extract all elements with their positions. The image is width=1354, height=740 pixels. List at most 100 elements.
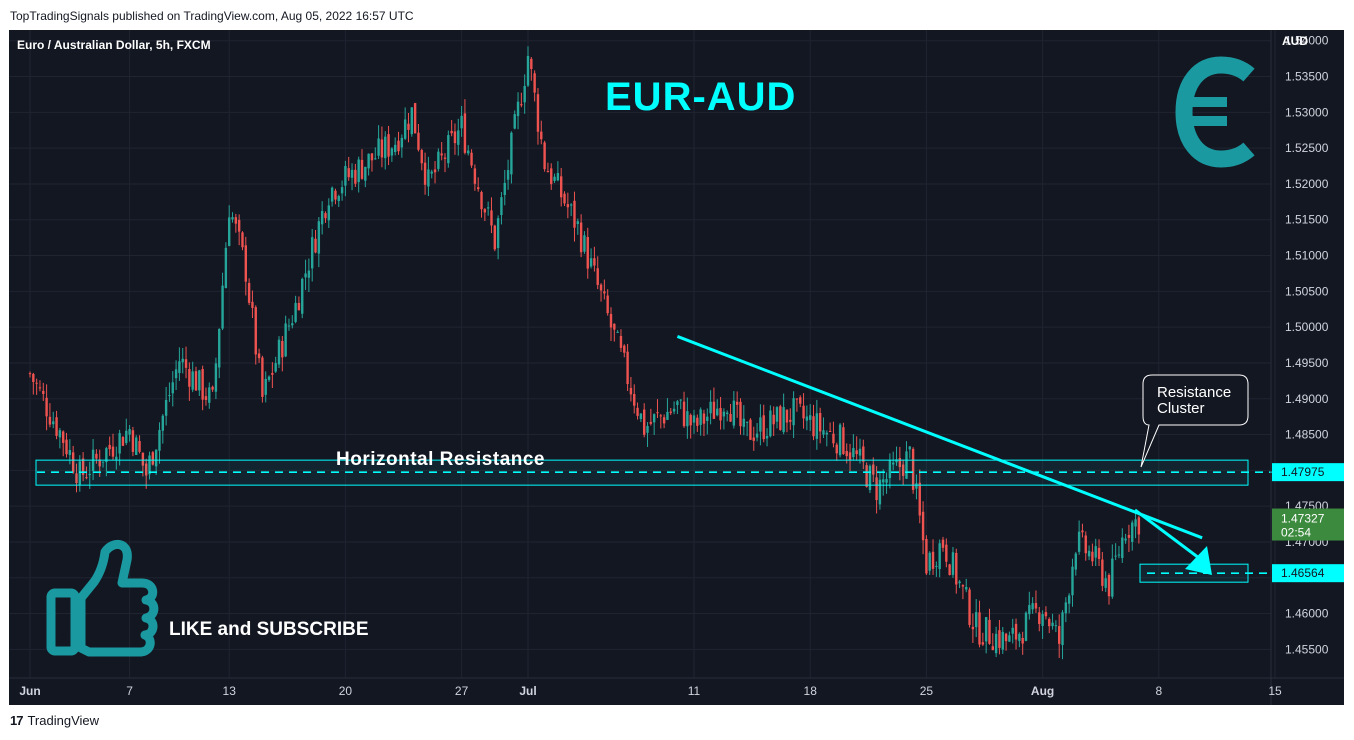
chart-svg[interactable]: 1.54000 1.53500 1.53000 1.52500 1.52000 1.515… bbox=[9, 30, 1344, 705]
candle-body bbox=[1107, 574, 1111, 597]
candle-body bbox=[978, 612, 981, 645]
candle-body bbox=[374, 158, 377, 160]
candle-body bbox=[387, 134, 390, 157]
candle-body bbox=[759, 417, 762, 432]
candle-body bbox=[128, 429, 131, 435]
candle-body bbox=[115, 456, 118, 460]
candle-body bbox=[224, 247, 228, 288]
candle-body bbox=[251, 301, 254, 308]
candle-body bbox=[81, 458, 85, 475]
candle-body bbox=[775, 407, 779, 422]
candle-body bbox=[354, 169, 357, 184]
candle-body bbox=[284, 323, 287, 357]
candle-body bbox=[141, 452, 145, 466]
candle-body bbox=[247, 282, 251, 303]
candle-body bbox=[802, 405, 805, 419]
candle-body bbox=[1061, 612, 1064, 645]
candle-body bbox=[28, 373, 32, 375]
candle-body bbox=[184, 359, 188, 368]
candle-body bbox=[281, 340, 284, 358]
candle-body bbox=[911, 448, 915, 490]
candle-body bbox=[732, 400, 736, 426]
time-axis[interactable]: Jun 7 13 20 27 Jul 11 18 25 Aug 8 15 bbox=[19, 684, 1282, 698]
candle-body bbox=[706, 416, 709, 421]
target-price-tag: 1.46564 bbox=[1281, 566, 1325, 580]
candle-body bbox=[347, 168, 350, 178]
candle-body bbox=[649, 421, 653, 424]
candle-body bbox=[101, 461, 105, 463]
candle-body bbox=[218, 329, 221, 368]
cluster-label-line2: Cluster bbox=[1157, 400, 1205, 417]
candle-body bbox=[291, 323, 294, 326]
candle-body bbox=[1024, 612, 1028, 641]
symbol-title[interactable]: Euro / Australian Dollar, 5h, FXCM bbox=[17, 38, 211, 52]
y-tick-label: 1.51000 bbox=[1285, 249, 1329, 263]
overlay-layer bbox=[35, 335, 1276, 583]
resistance-cluster-callout: Resistance Cluster bbox=[1140, 374, 1249, 468]
candle-body bbox=[905, 451, 908, 479]
candle-body bbox=[473, 168, 477, 184]
candle-body bbox=[1097, 547, 1101, 559]
candle-body bbox=[427, 169, 430, 187]
candle-body bbox=[729, 413, 732, 422]
candle-body bbox=[643, 409, 646, 435]
candle-body bbox=[118, 433, 121, 454]
candle-body bbox=[898, 458, 902, 468]
candle-body bbox=[181, 358, 184, 363]
candle-body bbox=[231, 217, 234, 220]
footer[interactable]: 17 TradingView bbox=[10, 713, 99, 728]
candle-body bbox=[463, 113, 467, 153]
candle-body bbox=[928, 552, 931, 571]
candle-body bbox=[931, 551, 935, 569]
candle-body bbox=[447, 135, 450, 164]
chart-frame[interactable]: 1.54000 1.53500 1.53000 1.52500 1.52000 1.515… bbox=[9, 30, 1344, 705]
candle-body bbox=[400, 137, 404, 148]
candle-body bbox=[88, 474, 91, 476]
candle-body bbox=[569, 204, 573, 206]
candle-body bbox=[433, 169, 437, 173]
candle-body bbox=[702, 413, 706, 424]
candle-body bbox=[749, 419, 752, 440]
candle-body bbox=[955, 552, 958, 585]
candle-body bbox=[111, 446, 115, 457]
candle-body bbox=[520, 104, 523, 106]
candle-body bbox=[324, 213, 327, 219]
candle-body bbox=[1131, 522, 1134, 542]
candle-body bbox=[397, 140, 400, 152]
candle-body bbox=[460, 115, 463, 129]
candle-body bbox=[716, 408, 719, 416]
candle-body bbox=[1087, 550, 1091, 557]
candle-body bbox=[1124, 538, 1127, 541]
candle-body bbox=[510, 132, 513, 175]
publisher-line: TopTradingSignals published on TradingVi… bbox=[10, 9, 414, 23]
candle-body bbox=[95, 453, 98, 459]
candle-body bbox=[676, 401, 679, 406]
candle-body bbox=[480, 192, 483, 210]
candle-body bbox=[815, 413, 819, 439]
candle-body bbox=[271, 372, 274, 375]
candle-body bbox=[437, 151, 440, 169]
candle-body bbox=[65, 439, 68, 455]
candle-body bbox=[244, 245, 247, 282]
candle-body bbox=[178, 361, 181, 374]
candle-body bbox=[825, 432, 828, 435]
x-tick-label: 13 bbox=[223, 684, 237, 698]
candle-body bbox=[696, 417, 699, 426]
candle-body bbox=[344, 165, 347, 186]
candle-body bbox=[357, 159, 360, 183]
candle-body bbox=[1001, 631, 1004, 650]
x-tick-label: 8 bbox=[1155, 684, 1162, 698]
candle-body bbox=[360, 159, 364, 179]
candle-body bbox=[307, 270, 311, 278]
down-arrow-head bbox=[1185, 546, 1212, 575]
candle-body bbox=[1091, 551, 1094, 562]
candle-body bbox=[782, 407, 785, 433]
candle-body bbox=[241, 232, 244, 248]
candle-body bbox=[799, 397, 802, 404]
candle-body bbox=[407, 123, 410, 130]
candle-body bbox=[560, 176, 563, 198]
x-tick-label: Aug bbox=[1031, 684, 1054, 698]
candle-body bbox=[868, 465, 872, 491]
candle-body bbox=[78, 461, 81, 485]
candle-body bbox=[1054, 625, 1058, 627]
